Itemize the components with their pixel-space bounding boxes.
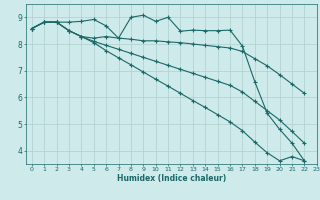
X-axis label: Humidex (Indice chaleur): Humidex (Indice chaleur) (116, 174, 226, 183)
